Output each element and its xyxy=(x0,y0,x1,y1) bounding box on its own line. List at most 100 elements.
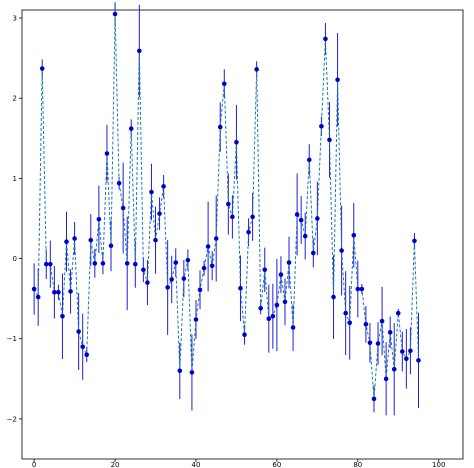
data-point xyxy=(165,285,170,290)
data-points xyxy=(31,11,421,402)
data-point xyxy=(35,294,41,300)
x-tick-label: 0 xyxy=(32,461,36,468)
data-point xyxy=(383,376,389,382)
data-point xyxy=(31,286,37,292)
data-point xyxy=(177,368,183,374)
data-point xyxy=(213,236,219,241)
data-point xyxy=(319,123,324,129)
data-point xyxy=(404,356,409,362)
data-point xyxy=(205,244,211,249)
data-point xyxy=(391,366,397,372)
data-point xyxy=(339,248,344,253)
data-point xyxy=(173,260,179,265)
data-point xyxy=(96,216,102,222)
data-point xyxy=(137,48,142,54)
data-point xyxy=(250,214,255,220)
data-point xyxy=(157,211,162,216)
data-point xyxy=(226,201,231,207)
data-point xyxy=(169,277,174,282)
data-point xyxy=(298,217,304,223)
data-point xyxy=(315,216,320,221)
data-point xyxy=(120,205,126,211)
data-point xyxy=(278,272,284,277)
data-point xyxy=(290,325,296,330)
x-tick-label: 60 xyxy=(272,461,281,468)
data-point xyxy=(39,66,45,71)
x-axis: 0 20 40 60 80 100 xyxy=(32,459,445,468)
data-point xyxy=(221,81,227,87)
data-point xyxy=(371,396,377,402)
data-point xyxy=(363,322,369,327)
data-point xyxy=(72,236,77,241)
data-point xyxy=(294,212,300,217)
data-point xyxy=(132,261,138,267)
y-tick-label: −2 xyxy=(7,415,17,423)
y-tick-label: 2 xyxy=(13,95,17,103)
data-point xyxy=(230,214,235,220)
x-tick-label: 40 xyxy=(192,461,201,468)
data-point xyxy=(145,280,150,285)
data-point xyxy=(108,243,114,249)
data-point xyxy=(286,260,292,265)
data-point xyxy=(359,286,365,292)
data-point xyxy=(68,289,73,294)
data-point xyxy=(258,305,264,311)
data-point xyxy=(266,316,272,321)
data-point xyxy=(112,11,118,17)
data-point xyxy=(335,77,340,83)
data-point xyxy=(347,320,353,325)
data-point xyxy=(311,250,316,256)
x-tick-label: 20 xyxy=(111,461,120,468)
data-point xyxy=(375,341,381,346)
data-point xyxy=(302,233,308,239)
data-point xyxy=(379,318,385,324)
data-point xyxy=(161,184,166,189)
x-tick-label: 100 xyxy=(432,461,445,468)
data-point xyxy=(254,67,259,72)
data-point xyxy=(149,189,154,195)
data-point xyxy=(181,276,187,281)
data-point xyxy=(412,238,417,244)
plot-frame xyxy=(21,9,464,460)
x-tick-label: 80 xyxy=(353,461,362,468)
data-point xyxy=(217,124,223,130)
data-point xyxy=(209,263,215,269)
data-point xyxy=(100,261,106,266)
y-tick-label: 3 xyxy=(13,15,17,23)
data-point xyxy=(274,302,280,308)
data-point xyxy=(197,287,203,293)
data-point xyxy=(400,349,405,354)
data-point xyxy=(84,352,90,358)
data-point xyxy=(306,157,312,163)
y-tick-label: 0 xyxy=(13,255,17,263)
data-point xyxy=(395,310,401,316)
data-point xyxy=(270,313,276,319)
data-point xyxy=(153,237,158,243)
data-point xyxy=(141,267,146,273)
data-point xyxy=(185,257,191,263)
data-point xyxy=(238,285,243,291)
data-point xyxy=(88,237,94,243)
data-point xyxy=(262,267,268,273)
data-point xyxy=(189,370,195,375)
y-tick-label: −1 xyxy=(7,335,17,343)
data-point xyxy=(52,289,57,295)
data-point xyxy=(387,330,393,335)
data-point xyxy=(234,139,239,145)
dashed-line xyxy=(33,13,419,399)
data-point xyxy=(367,340,373,346)
data-point xyxy=(246,229,251,235)
data-point xyxy=(343,310,348,316)
data-point xyxy=(282,299,288,305)
data-point xyxy=(242,332,247,338)
data-point xyxy=(416,358,421,363)
data-point xyxy=(60,313,65,319)
data-point xyxy=(104,151,110,156)
data-point xyxy=(92,261,98,266)
data-point xyxy=(48,261,53,267)
data-point xyxy=(331,294,336,300)
data-point xyxy=(43,261,49,267)
data-point xyxy=(128,126,134,131)
data-point xyxy=(64,239,69,245)
y-tick-label: 1 xyxy=(13,175,17,183)
